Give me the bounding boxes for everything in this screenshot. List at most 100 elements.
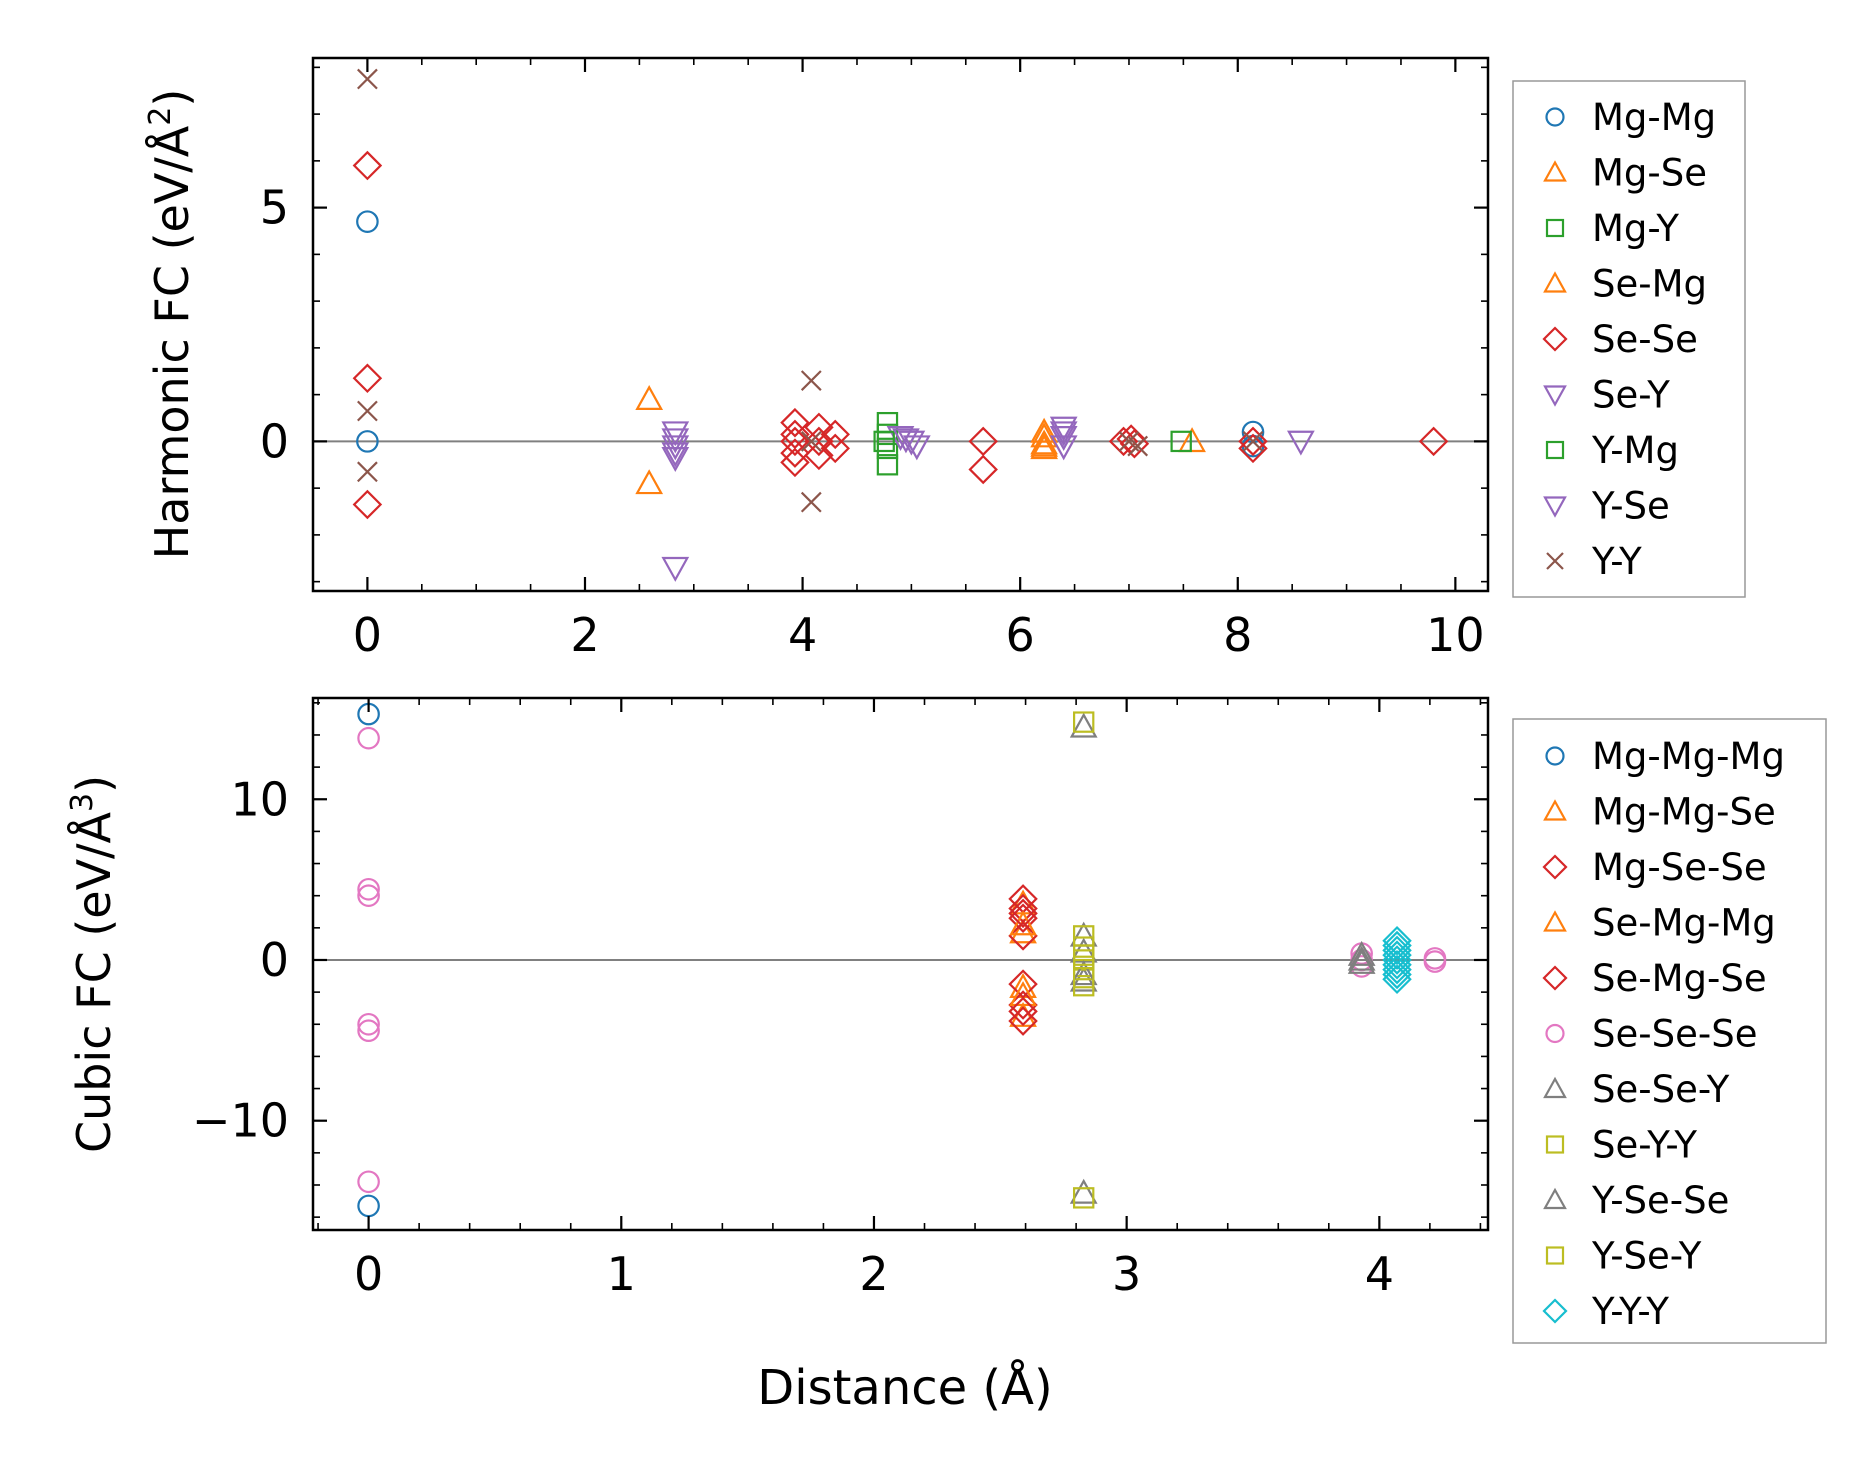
data-point-se-mg [1030,417,1058,443]
legend-entry-y-y-y: Y-Y-Y [1542,1290,1669,1333]
legend-marker [1542,965,1568,991]
data-point-se-se [804,440,834,471]
data-point-y-y [357,400,378,422]
data-point-se-mg-se [1008,898,1038,929]
data-point-mg-se-se [1008,903,1038,933]
data-point-y-mg [873,430,895,453]
legend-marker [1543,910,1567,932]
legend-entry-mg-se: Mg-Se [1543,152,1707,195]
legend-entry-mg-se-se: Mg-Se-Se [1542,846,1767,889]
legend-entry-y-se-y: Y-Se-Y [1545,1235,1702,1278]
x-tick-label: 2 [859,1247,888,1301]
legend-marker [1543,385,1567,407]
data-point-mg-y [1170,430,1192,453]
y-tick-label: −10 [192,1094,289,1148]
data-point-y-se-y [1072,966,1095,989]
data-point-se-se [1238,433,1268,464]
data-point-mg-se [1030,434,1058,460]
data-point-se-y [1049,426,1078,451]
data-point-mg-y [876,454,899,476]
y-tick-label: 5 [260,181,289,235]
data-point-y-se [892,428,920,454]
x-tick-label: 6 [1006,608,1035,662]
legend-label: Mg-Se-Se [1592,846,1767,889]
cubic-ylabel-main: Cubic FC (eV/Å [67,811,121,1153]
data-point-y-y [1127,435,1149,457]
data-point-y-y [357,68,378,90]
x-tick-label: 4 [1365,1247,1394,1301]
data-point-y-y [800,491,822,513]
data-point-y-y-y [1382,954,1412,985]
data-point-y-y-y [1382,940,1412,970]
x-tick-label: 2 [570,608,599,662]
data-point-se-mg [1030,431,1058,457]
legend-label: Se-Y-Y [1592,1124,1697,1167]
legend-marker [1545,746,1565,766]
data-point-y-y-y [1382,959,1412,990]
cubic-legend: Mg-Mg-Mg Mg-Mg-Se Mg-Se-Se Se-Mg-Mg Se-Mg-Se… [1542,735,1785,1333]
data-point-se-y [902,435,931,461]
legend-label: Y-Y [1591,540,1642,583]
legend-label: Se-Se-Y [1592,1068,1730,1111]
legend-marker [1542,326,1568,352]
data-point-se-se [780,426,810,457]
cubic-y-axis-label: Cubic FC (eV/Å3) [65,775,121,1153]
data-point-se-y [661,421,690,447]
legend-label: Y-Se [1591,485,1670,528]
x-tick-label: 1 [607,1247,636,1301]
x-tick-label: 4 [788,608,817,662]
legend-label: Y-Y-Y [1591,1290,1669,1333]
legend-entry-y-y: Y-Y [1546,540,1642,583]
cubic-ticks: 0 1 2 3 4 −10 0 10 [192,698,1488,1301]
data-point-se-mg-mg [1009,910,1037,936]
x-tick-label: 0 [353,608,382,662]
data-point-mg-mg-mg [357,1194,380,1218]
data-point-se-y [1049,435,1078,461]
data-point-se-y [1287,430,1315,456]
harmonic-axes-frame [311,56,1490,593]
data-point-se-se-y [1069,712,1098,738]
data-point-se-mg-se [1008,996,1038,1027]
data-point-se-se [1418,426,1449,457]
harmonic-ylabel-exponent: 2 [143,107,178,126]
data-point-se-y [661,442,690,468]
legend-marker [1545,107,1565,127]
data-point-se-se-se [357,1170,380,1194]
data-point-se-se [1238,426,1268,457]
harmonic-y-axis-label: Harmonic FC (eV/Å2) [143,89,199,560]
data-point-y-se [1049,421,1078,447]
data-point-y-y-y [1382,925,1412,956]
legend-marker [1543,1187,1567,1210]
legend-marker [1545,440,1565,460]
data-point-y-y-y [1382,935,1412,966]
legend-marker [1545,218,1565,238]
legend-label: Mg-Y [1592,207,1679,250]
legend-entry-mg-mg-mg: Mg-Mg-Mg [1545,735,1785,778]
legend-entry-se-se-se: Se-Se-Se [1545,1013,1757,1056]
legend-label: Mg-Mg-Se [1592,791,1776,834]
y-tick-label: 10 [230,772,289,826]
legend-label: Se-Y [1592,374,1670,417]
data-point-se-y [897,430,926,456]
legend-entry-se-mg: Se-Mg [1543,263,1707,306]
data-point-y-se-se [1347,945,1376,971]
legend-label: Mg-Mg [1592,96,1716,139]
harmonic-ticks: 0 2 4 6 8 10 0 5 [260,58,1488,662]
legend-entry-mg-y: Mg-Y [1545,207,1679,250]
data-point-se-se-se [1423,950,1447,973]
cubic-ylabel-close: ) [67,775,121,793]
data-point-se-se-se [357,884,380,907]
data-point-se-se [352,489,383,520]
legend-marker [1545,1246,1565,1265]
x-tick-label: 3 [1112,1247,1141,1301]
legend-entry-y-mg: Y-Mg [1545,429,1679,472]
legend-entry-se-se: Se-Se [1542,318,1698,361]
data-point-se-y [1049,416,1078,442]
cubic-data-points [357,702,1447,1218]
legend-marker [1542,854,1568,880]
cubic-legend-box [1512,718,1827,1344]
legend-marker [1543,271,1567,293]
legend-label: Se-Mg [1592,263,1707,306]
harmonic-legend: Mg-Mg Mg-Se Mg-Y Se-Mg Se-Se Se-Y Y-Mg Y-Se Y-Y [1542,96,1716,583]
